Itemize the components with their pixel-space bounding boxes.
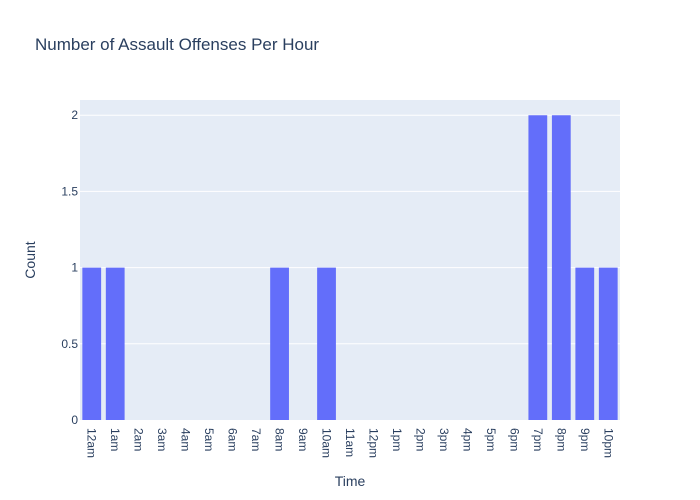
bar-9pm bbox=[575, 267, 595, 420]
y-tick-label: 0 bbox=[71, 413, 78, 427]
bar-8pm bbox=[551, 115, 571, 420]
x-tick-label: 12am bbox=[85, 428, 99, 458]
bar-1am bbox=[105, 267, 125, 420]
x-tick-label: 3pm bbox=[437, 428, 451, 451]
x-tick-label: 6am bbox=[226, 428, 240, 451]
x-tick-label: 7am bbox=[249, 428, 263, 451]
x-axis-title: Time bbox=[335, 473, 366, 489]
x-tick-label: 1am bbox=[108, 428, 122, 451]
x-tick-label: 4pm bbox=[460, 428, 474, 451]
y-axis-title: Count bbox=[22, 241, 38, 278]
bar-8am bbox=[270, 267, 289, 420]
x-tick-label: 12pm bbox=[366, 428, 380, 458]
x-tick-label: 6pm bbox=[507, 428, 521, 451]
x-axis-ticks: 12am 1am 2am 3am 4am 5am 6am 7am 8am 9am 10am 11am 1… bbox=[85, 428, 616, 458]
bar-12am bbox=[82, 267, 102, 420]
bar-10pm bbox=[598, 267, 618, 420]
y-tick-label: 1.5 bbox=[61, 184, 78, 198]
bars bbox=[82, 115, 618, 420]
x-tick-label: 5am bbox=[202, 428, 216, 451]
x-tick-label: 9am bbox=[296, 428, 310, 451]
x-tick-label: 5pm bbox=[484, 428, 498, 451]
x-tick-label: 9pm bbox=[578, 428, 592, 451]
y-tick-label: 1 bbox=[71, 261, 78, 275]
x-tick-label: 10am bbox=[320, 428, 334, 458]
y-axis-ticks: 0 0.5 1 1.5 2 bbox=[61, 108, 78, 427]
x-tick-label: 11am bbox=[343, 428, 357, 457]
x-tick-label: 10pm bbox=[601, 428, 615, 458]
x-tick-label: 8pm bbox=[554, 428, 568, 451]
y-tick-label: 0.5 bbox=[61, 337, 78, 351]
bar-10am bbox=[317, 267, 336, 420]
x-tick-label: 3am bbox=[155, 428, 169, 451]
x-tick-label: 1pm bbox=[390, 428, 404, 451]
x-tick-label: 4am bbox=[179, 428, 193, 451]
x-tick-label: 2pm bbox=[413, 428, 427, 451]
x-tick-label: 8am bbox=[273, 428, 287, 451]
x-tick-label: 7pm bbox=[531, 428, 545, 451]
chart-title: Number of Assault Offenses Per Hour bbox=[35, 35, 319, 54]
x-tick-label: 2am bbox=[132, 428, 146, 451]
bar-7pm bbox=[528, 115, 548, 420]
y-tick-label: 2 bbox=[71, 108, 78, 122]
